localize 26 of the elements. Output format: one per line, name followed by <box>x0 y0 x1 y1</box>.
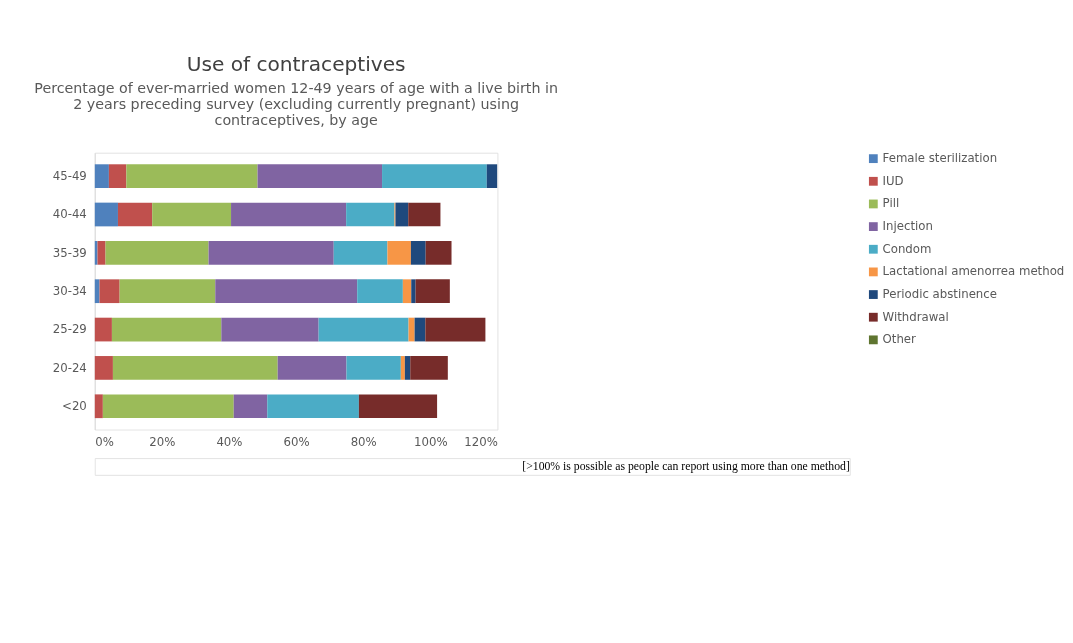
chart-subtitle: Percentage of ever-married women 12-49 years of age with a live birth in 2 years preceding survey (excluding currently pregnant) using contraceptives, by age <box>34 80 558 129</box>
legend-label: Condom <box>882 241 932 256</box>
y-tick-label: 30-34 <box>52 283 87 298</box>
y-tick-label: 25-29 <box>52 322 87 337</box>
x-tick-label: 20% <box>149 434 176 449</box>
legend-label: Periodic abstinence <box>882 286 997 301</box>
x-tick-label: 40% <box>216 434 243 449</box>
chart-title: Use of contraceptives <box>186 52 406 77</box>
y-tick-label: 45-49 <box>52 168 87 183</box>
legend-label: Withdrawal <box>882 309 949 324</box>
x-tick-label: 120% <box>464 434 498 449</box>
legend-label: IUD <box>882 173 904 188</box>
text: [>100% is possible as people can report using more than one method] <box>522 459 850 473</box>
x-tick-label: 60% <box>283 434 310 449</box>
legend-label: Female sterilization <box>882 151 998 166</box>
legend-label: Lactational amenorrea method <box>882 264 1065 279</box>
legend-label: Other <box>882 332 917 347</box>
y-tick-label: <20 <box>62 399 87 414</box>
legend-label: Pill <box>882 196 900 211</box>
legend-label: Injection <box>882 218 933 233</box>
y-tick-label: 40-44 <box>52 207 87 222</box>
x-tick-label: 100% <box>414 434 448 449</box>
y-tick-label: 20-24 <box>52 360 87 375</box>
x-tick-label: 0% <box>95 434 114 449</box>
x-tick-label: 80% <box>350 434 377 449</box>
y-tick-label: 35-39 <box>52 245 87 260</box>
